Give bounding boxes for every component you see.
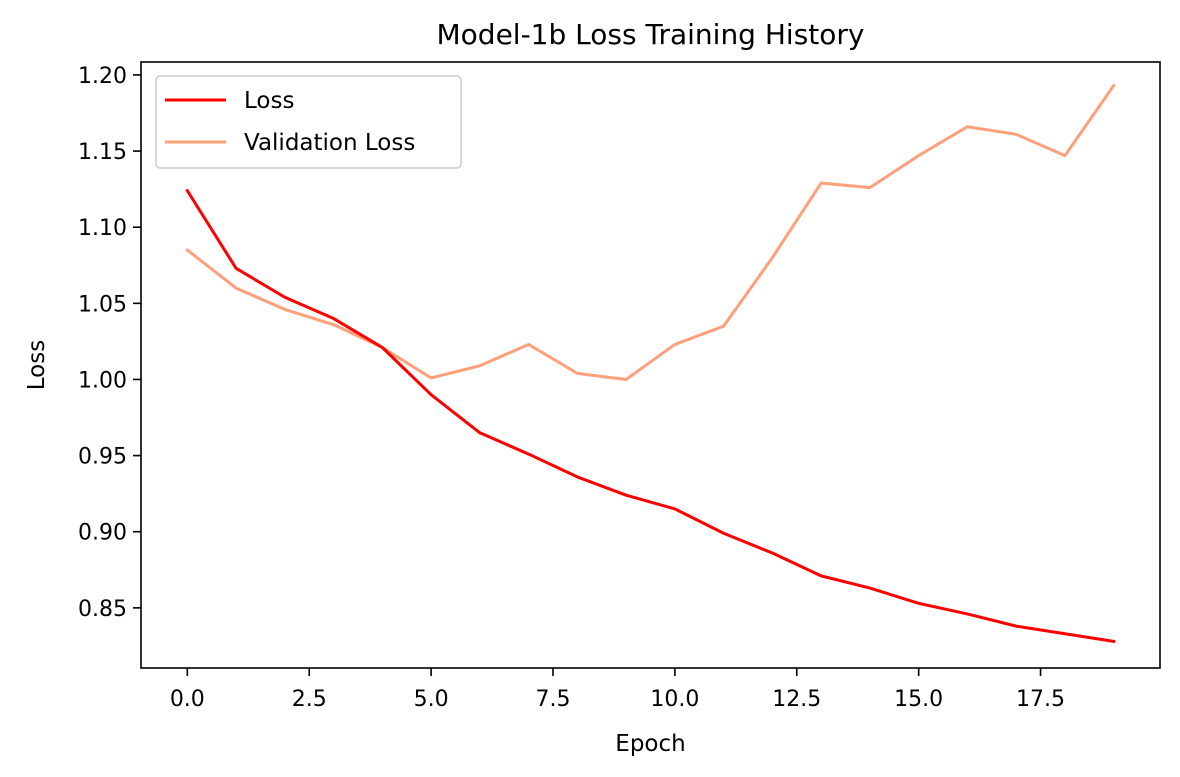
y-tick-label: 0.90 [78, 521, 127, 546]
x-tick-label: 0.0 [170, 687, 205, 712]
legend-label-loss: Loss [244, 88, 294, 114]
x-tick-label: 7.5 [535, 687, 570, 712]
legend: Loss Validation Loss [155, 75, 462, 169]
legend-box [155, 75, 462, 169]
x-tick-label: 10.0 [650, 687, 699, 712]
chart-title: Model-1b Loss Training History [437, 18, 865, 51]
x-tick-label: 12.5 [772, 687, 821, 712]
y-tick-label: 0.95 [78, 445, 127, 470]
series-line-validation-loss [185, 83, 1116, 381]
x-axis-label: Epoch [615, 731, 685, 757]
x-tick-label: 15.0 [894, 687, 943, 712]
x-tick-label: 17.5 [1016, 687, 1065, 712]
x-axis-ticks: 0.0 2.5 5.0 7.5 10.0 12.5 15.0 17.5 [170, 668, 1065, 712]
series-line-loss [185, 188, 1116, 644]
y-tick-label: 1.10 [78, 216, 127, 241]
y-axis-ticks: 0.85 0.90 0.95 1.00 1.05 1.10 1.15 1.20 [78, 64, 141, 622]
legend-label-validation-loss: Validation Loss [244, 130, 415, 156]
y-tick-label: 0.85 [78, 597, 127, 622]
y-tick-label: 1.15 [78, 140, 127, 165]
y-axis-label: Loss [24, 340, 50, 390]
y-tick-label: 1.20 [78, 64, 127, 89]
plot-lines [185, 83, 1116, 644]
x-tick-label: 5.0 [414, 687, 449, 712]
y-tick-label: 1.00 [78, 368, 127, 393]
x-tick-label: 2.5 [292, 687, 327, 712]
y-tick-label: 1.05 [78, 292, 127, 317]
plot-frame [140, 61, 1161, 669]
